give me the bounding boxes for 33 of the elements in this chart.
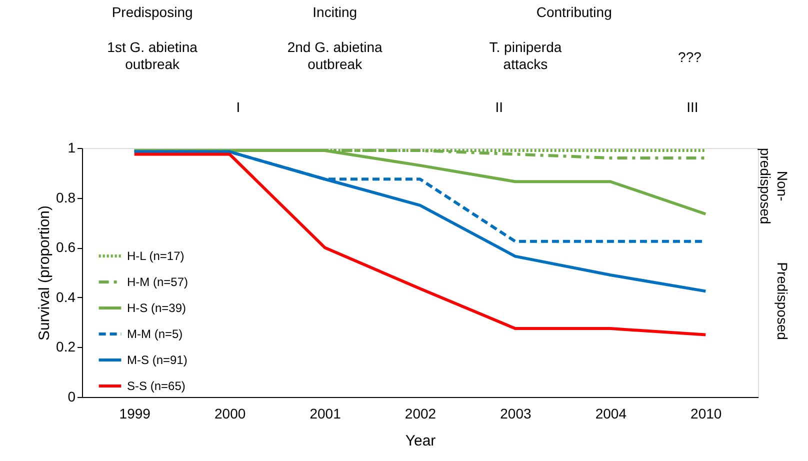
text: Predisposed bbox=[774, 262, 791, 340]
text: I bbox=[236, 99, 240, 115]
y-tick-label: 0.2 bbox=[56, 338, 76, 355]
x-tick-label: 2001 bbox=[310, 406, 342, 422]
legend-label: M-M (n=5) bbox=[127, 327, 183, 341]
text: 1st G. abietina outbreak bbox=[107, 39, 198, 72]
text: Inciting bbox=[312, 4, 358, 20]
y-tick-label: 0 bbox=[68, 388, 76, 404]
x-tick-label: 2000 bbox=[214, 406, 246, 422]
text: T. piniperda attacks bbox=[489, 39, 562, 72]
annotation: Non- predisposed bbox=[758, 148, 791, 224]
legend-label: S-S (n=65) bbox=[127, 379, 186, 393]
legend-label: H-M (n=57) bbox=[127, 275, 188, 289]
y-tick-label: 1 bbox=[68, 140, 76, 156]
y-tick-label: 0.8 bbox=[56, 189, 76, 206]
text: III bbox=[686, 99, 698, 115]
x-tick-label: 1999 bbox=[119, 406, 151, 422]
x-tick-label: 2003 bbox=[500, 406, 532, 422]
text: II bbox=[495, 99, 503, 115]
x-axis-title: Year bbox=[405, 432, 436, 450]
x-tick-label: 2004 bbox=[595, 406, 627, 422]
text: Contributing bbox=[536, 4, 612, 20]
legend-label: H-L (n=17) bbox=[127, 249, 184, 263]
text: 2nd G. abietina outbreak bbox=[287, 39, 383, 72]
y-axis-title: Survival (proportion) bbox=[36, 205, 54, 341]
x-tick-label: 2010 bbox=[690, 406, 722, 422]
y-tick-label: 0.4 bbox=[56, 288, 76, 305]
legend-label: H-S (n=39) bbox=[127, 301, 186, 315]
legend-label: M-S (n=91) bbox=[127, 353, 188, 367]
y-tick-label: 0.6 bbox=[56, 239, 76, 256]
text: Predisposing bbox=[112, 4, 193, 20]
text: ??? bbox=[678, 49, 702, 65]
x-tick-label: 2002 bbox=[404, 406, 436, 422]
